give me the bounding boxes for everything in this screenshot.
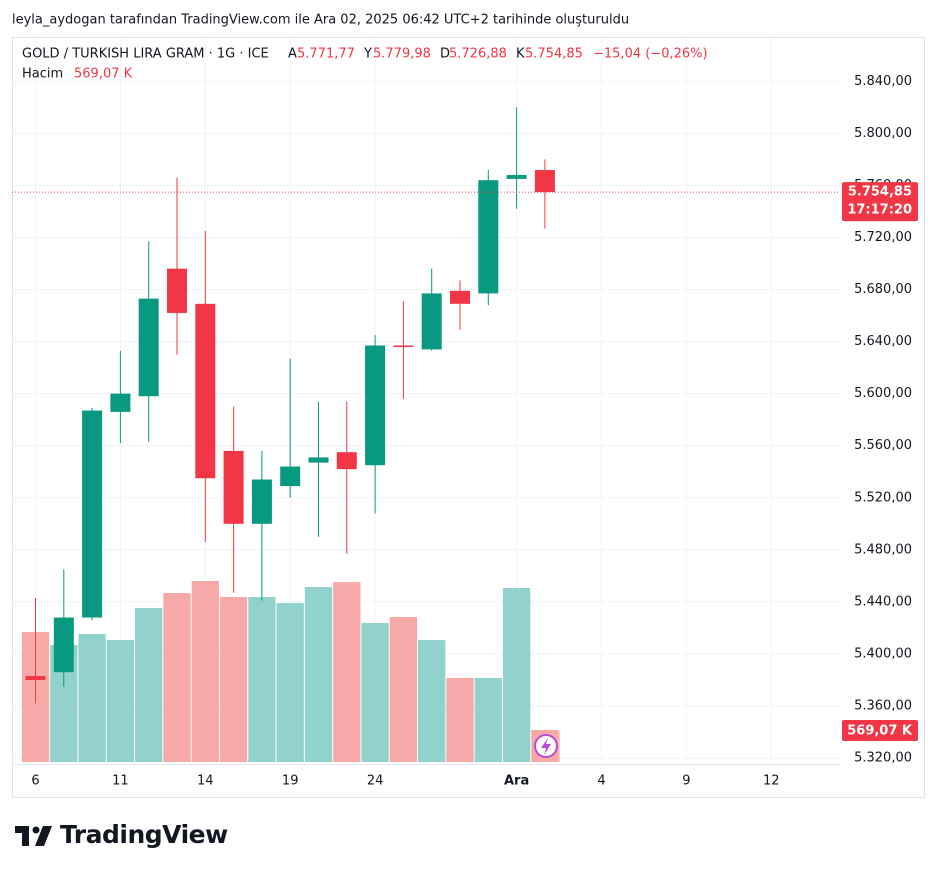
y-tick-label: 5.400,00	[854, 646, 912, 661]
candle-body	[365, 345, 386, 466]
legend-value: 5.726,88	[449, 47, 507, 62]
volume-layer	[21, 581, 559, 762]
volume-bar	[78, 634, 106, 762]
volume-bar	[191, 581, 219, 762]
candle-body	[82, 410, 103, 618]
candle-body	[308, 457, 329, 463]
volume-bar	[163, 593, 191, 762]
y-tick-label: 5.840,00	[854, 74, 912, 89]
legend-value: 569,07 K	[74, 67, 133, 82]
symbol-title: GOLD / TURKISH LIRA GRAM · 1G · ICE	[22, 47, 269, 62]
candle-body	[534, 170, 555, 193]
x-tick-label: 9	[682, 774, 690, 789]
y-tick-label: 5.680,00	[854, 282, 912, 297]
brand: TradingView	[60, 820, 228, 849]
y-tick-label: 5.440,00	[854, 594, 912, 609]
candle-body	[53, 617, 74, 673]
candle-body	[280, 466, 301, 487]
axes: 5.320,00 5.360,00 5.400,00 5.440,00 5.480,00…	[12, 74, 918, 789]
legend-value: 5.771,77	[297, 47, 355, 62]
candle-body	[251, 479, 272, 524]
volume-bar	[502, 588, 531, 762]
y-tick-label: 5.520,00	[854, 490, 912, 505]
candle-body	[421, 293, 442, 350]
y-tick-label: 5.600,00	[854, 386, 912, 401]
legend-key: K	[516, 47, 525, 62]
candle-body	[25, 676, 46, 680]
candle-body	[450, 290, 470, 304]
legend-change: −15,04 (−0,26%)	[593, 47, 708, 62]
y-tick-label: 5.720,00	[854, 230, 912, 245]
x-tick-label: 14	[197, 774, 214, 789]
logo: TradingView	[15, 820, 229, 849]
candle-body	[110, 393, 131, 412]
candle-body	[195, 303, 216, 479]
volume-bar	[219, 597, 248, 762]
candle-body	[167, 268, 187, 313]
icon-bolt	[541, 738, 551, 755]
y-tick-label: 5.560,00	[854, 438, 912, 453]
legend-value: 5.779,98	[373, 47, 431, 62]
volume-bar	[248, 597, 276, 762]
y-tick-label: 5.360,00	[854, 699, 912, 714]
x-tick-label: 11	[112, 774, 129, 789]
volume-tag-value: 569,07 K	[847, 724, 913, 739]
legend-key: D	[440, 47, 450, 62]
x-tick-label: 4	[597, 774, 605, 789]
legend-value: 5.754,85	[525, 47, 583, 62]
volume-bar	[446, 677, 474, 762]
volume-bar	[418, 640, 446, 762]
logo-mark	[35, 826, 52, 846]
logo-mark	[32, 826, 40, 834]
logo-mark	[15, 826, 29, 846]
price-tag-value: 5.754,85	[848, 185, 912, 200]
chart-frame	[12, 37, 925, 798]
price-tag-countdown: 17:17:20	[847, 203, 912, 218]
candle-body	[506, 174, 527, 179]
y-tick-label: 5.800,00	[854, 126, 912, 141]
volume-bar	[304, 587, 333, 762]
grid	[12, 37, 840, 762]
legend-key: A	[288, 47, 297, 62]
candle-body	[478, 180, 499, 294]
x-tick-label: 19	[282, 774, 299, 789]
candle-body	[393, 345, 414, 347]
y-tick-label: 5.640,00	[854, 334, 912, 349]
volume-tag	[842, 720, 918, 741]
indicator-icon[interactable]	[532, 731, 560, 762]
x-tick-label: 24	[367, 774, 384, 789]
candle-body	[336, 452, 357, 470]
y-tick-label: 5.320,00	[854, 751, 912, 766]
volume-bar	[361, 623, 389, 762]
legend-key: Hacim	[22, 67, 63, 82]
x-tick-label: 12	[763, 774, 780, 789]
volume-bar	[135, 608, 163, 762]
candle-body	[223, 450, 244, 524]
volume-bar	[276, 603, 304, 762]
price-tag	[842, 182, 918, 222]
candle-body	[138, 298, 159, 397]
legend-key: Y	[363, 47, 372, 62]
volume-bar	[474, 677, 502, 762]
volume-bar	[333, 582, 361, 762]
caption: leyla_aydogan tarafından TradingView.com…	[12, 13, 629, 28]
y-tick-label: 5.480,00	[854, 542, 912, 557]
x-tick-label: Ara	[504, 774, 529, 789]
x-tick-label: 6	[31, 774, 39, 789]
candle-layer	[25, 107, 555, 704]
volume-bar	[106, 640, 135, 762]
volume-bar	[389, 617, 418, 762]
